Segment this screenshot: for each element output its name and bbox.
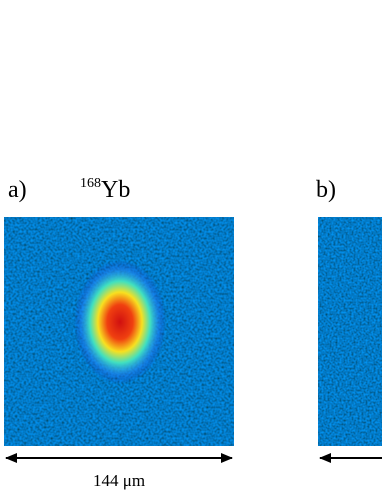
isotope-symbol: Yb	[101, 177, 130, 203]
isotope-label: 168Yb	[80, 176, 130, 203]
panel-label: a)	[8, 177, 27, 203]
absorption-image	[4, 217, 234, 446]
isotope-mass: 168	[80, 176, 101, 191]
scale-label: 144 μm	[93, 471, 145, 490]
atom-cloud	[74, 260, 166, 384]
absorption-image	[318, 217, 382, 446]
image-noise	[318, 217, 382, 446]
panel-label: b)	[316, 177, 336, 203]
